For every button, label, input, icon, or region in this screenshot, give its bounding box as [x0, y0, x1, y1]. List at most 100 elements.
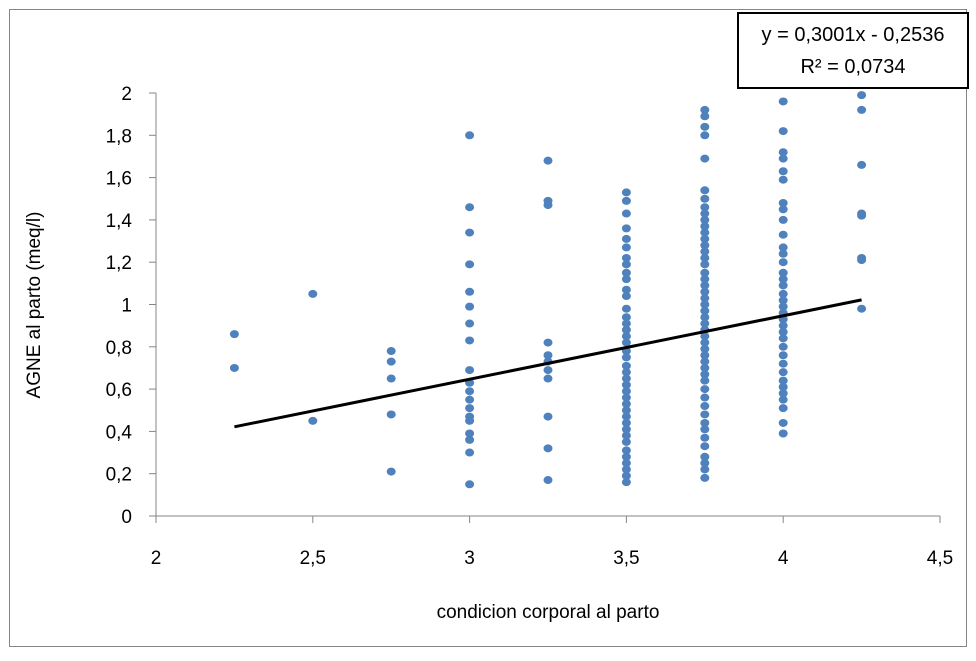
y-tick-label: 1,2 — [106, 253, 132, 274]
trendline-equation: y = 0,3001x - 0,2536 — [762, 24, 945, 46]
data-point — [465, 287, 475, 296]
data-point — [465, 480, 475, 489]
data-point — [621, 418, 631, 427]
data-point — [621, 209, 631, 218]
data-point — [543, 476, 553, 485]
data-point — [700, 131, 710, 140]
data-point — [229, 363, 239, 372]
data-point — [700, 209, 710, 218]
data-point — [700, 287, 710, 296]
data-point — [465, 435, 475, 444]
data-point — [700, 418, 710, 427]
data-point — [621, 380, 631, 389]
data-point — [778, 296, 788, 305]
data-point — [700, 203, 710, 212]
y-tick-label: 1 — [121, 296, 132, 317]
data-point — [621, 332, 631, 341]
data-point — [778, 205, 788, 214]
data-point — [778, 302, 788, 311]
data-point — [778, 230, 788, 239]
data-point — [543, 444, 553, 453]
data-point — [700, 186, 710, 195]
data-point — [778, 389, 788, 398]
data-point — [621, 304, 631, 313]
trendline — [234, 298, 862, 429]
data-point — [700, 112, 710, 121]
data-point — [700, 313, 710, 322]
data-point — [700, 306, 710, 315]
data-point — [465, 131, 475, 140]
data-point — [700, 222, 710, 231]
data-point — [386, 410, 396, 419]
data-point — [778, 327, 788, 336]
y-tick-label: 1,6 — [106, 169, 132, 190]
data-point — [700, 370, 710, 379]
data-point — [700, 154, 710, 163]
data-point — [621, 353, 631, 362]
data-point — [778, 418, 788, 427]
data-point — [700, 402, 710, 411]
data-point — [465, 203, 475, 212]
data-point — [857, 91, 867, 100]
x-tick-label: 3 — [464, 548, 475, 569]
data-point — [621, 260, 631, 269]
x-tick-label: 2 — [151, 548, 162, 569]
data-point — [778, 334, 788, 343]
data-point — [857, 304, 867, 313]
data-point — [621, 465, 631, 474]
data-point — [778, 368, 788, 377]
data-point — [700, 241, 710, 250]
y-tick-label: 2 — [121, 84, 132, 105]
data-point — [778, 243, 788, 252]
data-point — [700, 215, 710, 224]
data-point — [465, 448, 475, 457]
y-ticks: 0 0,2 0,4 0,6 0,8 1 1,2 1,4 1,6 1,8 2 — [106, 84, 156, 528]
data-point — [621, 319, 631, 328]
points-layer — [229, 91, 867, 489]
data-point — [621, 478, 631, 487]
data-point — [700, 344, 710, 353]
data-point — [465, 429, 475, 438]
data-point — [857, 211, 867, 220]
data-point — [778, 289, 788, 298]
data-point — [778, 175, 788, 184]
data-point — [700, 442, 710, 451]
data-point — [700, 473, 710, 482]
data-point — [700, 452, 710, 461]
data-point — [700, 332, 710, 341]
data-point — [700, 234, 710, 243]
data-point — [621, 446, 631, 455]
data-point — [857, 256, 867, 265]
data-point — [621, 471, 631, 480]
data-point — [308, 289, 318, 298]
x-axis-label: condicion corporal al parto — [437, 602, 660, 623]
data-point — [621, 368, 631, 377]
data-point — [857, 160, 867, 169]
data-point — [700, 105, 710, 114]
data-point — [700, 194, 710, 203]
data-point — [700, 228, 710, 237]
chart-border — [9, 9, 967, 647]
data-point — [700, 410, 710, 419]
data-point — [386, 357, 396, 366]
y-tick-label: 0,2 — [106, 465, 132, 486]
data-point — [778, 376, 788, 385]
data-point — [700, 433, 710, 442]
data-point — [465, 336, 475, 345]
data-point — [700, 300, 710, 309]
y-tick-label: 1,4 — [106, 211, 133, 232]
data-point — [778, 395, 788, 404]
x-ticks: 2 2,5 3 3,5 4 4,5 — [151, 516, 953, 569]
trendline-r-squared: R² = 0,0734 — [800, 56, 905, 78]
data-point — [778, 342, 788, 351]
data-point — [465, 416, 475, 425]
data-point — [700, 294, 710, 303]
data-point — [700, 253, 710, 262]
trendline-equation-box: y = 0,3001x - 0,2536 R² = 0,0734 — [737, 12, 969, 89]
data-point — [465, 404, 475, 413]
data-point — [857, 105, 867, 114]
data-point — [621, 325, 631, 334]
data-point — [778, 148, 788, 157]
data-point — [700, 319, 710, 328]
data-point — [621, 338, 631, 347]
